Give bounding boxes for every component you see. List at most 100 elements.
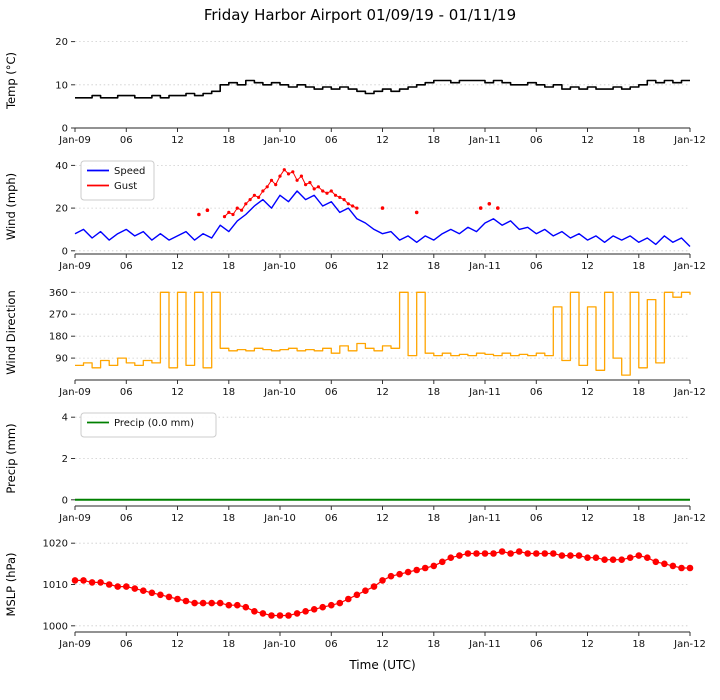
mslp-marker — [353, 591, 361, 599]
x-tick-label: Jan-09 — [58, 261, 91, 272]
subplot-wind-direction: 90 180 270 360 Jan-09 06 12 18 Jan-10 06 12 18 Jan-1… — [4, 288, 706, 398]
gust-marker — [240, 208, 244, 212]
gust-marker — [235, 206, 239, 210]
mslp-marker — [473, 550, 480, 557]
x-tick-label: 06 — [120, 387, 133, 398]
gust-marker — [321, 189, 325, 193]
x-tick-label: Jan-12 — [673, 513, 706, 524]
x-tick-label: 12 — [171, 387, 184, 398]
mslp-marker — [157, 591, 164, 599]
gust-marker — [355, 206, 359, 210]
gust-marker — [304, 183, 308, 187]
x-tick-label: Jan-09 — [58, 639, 91, 650]
gust-marker — [286, 172, 291, 176]
legend-label: Precip (0.0 mm) — [114, 418, 194, 429]
x-tick-label: 18 — [222, 261, 235, 272]
y-tick-label: 0 — [62, 495, 68, 506]
y-axis-label: Temp (°C) — [4, 52, 18, 110]
x-tick-label: Jan-12 — [673, 639, 706, 650]
legend: Speed Gust — [80, 160, 155, 201]
x-axis-title-row: Time (UTC) — [0, 658, 720, 680]
gust-marker — [351, 204, 355, 208]
x-tick-label: 18 — [427, 513, 440, 524]
subplot-mslp: 1000 1010 1020 Jan-09 06 12 18 Jan-10 06 12 18 Jan-… — [4, 539, 706, 650]
speed-line — [74, 190, 691, 247]
mslp-marker — [88, 579, 96, 586]
mslp-marker — [601, 556, 608, 563]
y-tick-label: 1010 — [43, 580, 68, 591]
mslp-marker — [524, 550, 531, 557]
x-tick-label: 06 — [530, 387, 543, 398]
mslp-marker — [293, 610, 301, 617]
y-tick-label: 1020 — [43, 539, 68, 550]
x-tick-label: 18 — [632, 639, 645, 650]
x-tick-label: 06 — [120, 261, 133, 272]
mslp-marker — [447, 554, 455, 561]
x-tick-label: 12 — [171, 513, 184, 524]
x-tick-label: Jan-12 — [673, 261, 706, 272]
gust-marker — [261, 189, 265, 193]
x-tick-label: 12 — [376, 135, 389, 146]
mslp-marker — [490, 550, 497, 557]
mslp-marker — [276, 612, 284, 619]
x-tick-label: 18 — [222, 135, 235, 146]
mslp-marker — [80, 577, 87, 584]
mslp-marker — [310, 606, 318, 613]
gust-marker — [265, 185, 269, 189]
gust-marker — [333, 193, 338, 197]
mslp-marker — [439, 558, 446, 566]
x-tick-label: 18 — [632, 135, 645, 146]
mslp-marker — [481, 550, 489, 557]
x-tick-label: 18 — [632, 261, 645, 272]
mslp-marker — [199, 599, 207, 607]
x-tick-label: 06 — [120, 513, 133, 524]
mslp-marker — [626, 554, 634, 561]
mslp-marker — [225, 601, 233, 609]
mslp-marker — [421, 564, 429, 572]
x-tick-label: 18 — [222, 513, 235, 524]
x-tick-label: Jan-10 — [263, 639, 296, 650]
x-tick-label: 06 — [530, 513, 543, 524]
x-tick-label: 12 — [376, 261, 389, 272]
x-tick-label: 12 — [171, 135, 184, 146]
mslp-marker — [413, 566, 421, 574]
gust-marker — [252, 193, 256, 197]
mslp-marker — [71, 577, 79, 584]
gust-marker — [274, 183, 278, 187]
mslp-marker — [575, 552, 583, 559]
x-tick-label: 06 — [530, 639, 543, 650]
mslp-marker — [165, 593, 173, 601]
y-tick-label: 360 — [49, 288, 68, 299]
mslp-marker — [686, 564, 694, 572]
mslp-marker — [216, 599, 224, 607]
y-tick-label: 270 — [49, 310, 68, 321]
y-axis-label: MSLP (hPa) — [4, 553, 18, 617]
x-tick-label: 18 — [427, 387, 440, 398]
x-tick-label: 06 — [530, 135, 543, 146]
mslp-marker — [618, 556, 625, 563]
x-tick-label: Jan-12 — [673, 135, 706, 146]
gust-marker — [342, 198, 346, 202]
x-tick-label: 06 — [325, 261, 338, 272]
mslp-marker — [114, 583, 121, 590]
mslp-marker — [678, 564, 685, 572]
mslp-marker — [259, 610, 267, 617]
mslp-marker — [140, 587, 147, 594]
x-tick-label: 12 — [581, 513, 594, 524]
gust-marker — [291, 170, 295, 174]
mslp-marker — [191, 599, 198, 607]
mslp-marker — [396, 570, 403, 578]
y-axis-label: Wind Direction — [4, 290, 18, 375]
gust-marker — [244, 202, 248, 206]
mslp-marker — [234, 601, 241, 609]
x-tick-label: Jan-10 — [263, 261, 296, 272]
gust-marker — [295, 178, 299, 182]
gust-isolated-marker — [197, 212, 201, 217]
y-tick-label: 40 — [55, 161, 68, 172]
gust-marker — [282, 168, 286, 172]
x-tick-label: 12 — [376, 387, 389, 398]
mslp-marker — [550, 550, 557, 557]
x-tick-label: Jan-09 — [58, 513, 91, 524]
x-tick-label: Jan-10 — [263, 135, 296, 146]
